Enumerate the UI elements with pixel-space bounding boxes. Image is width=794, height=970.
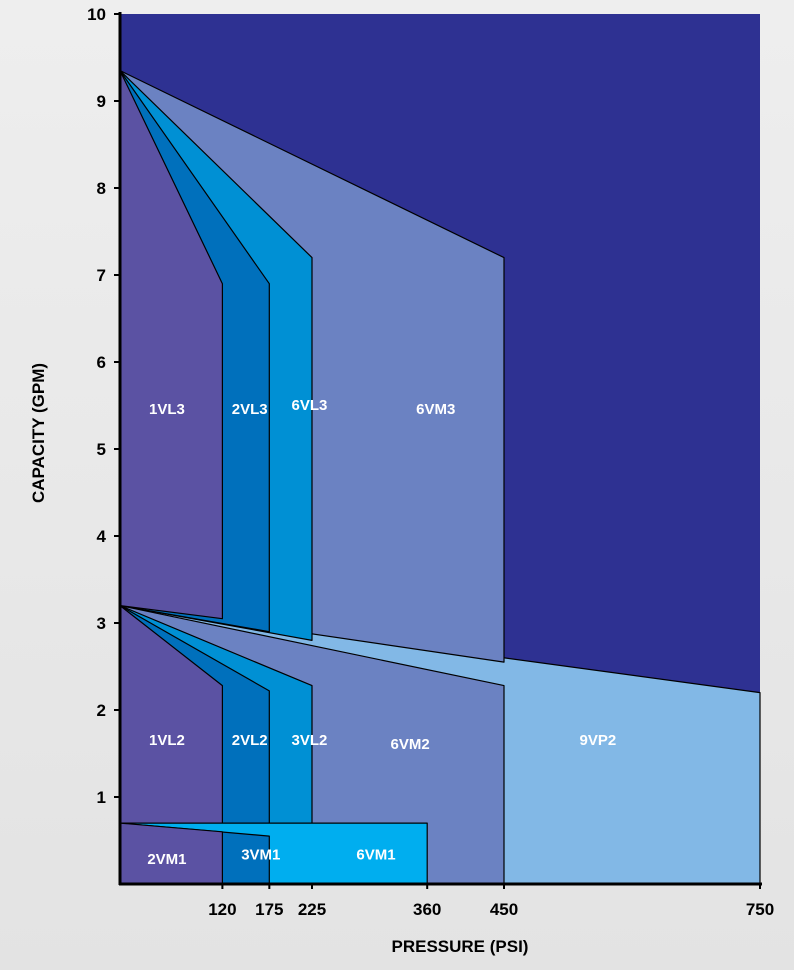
y-tick-label: 9 xyxy=(97,92,106,111)
x-tick-label: 120 xyxy=(208,900,236,919)
x-axis-title: PRESSURE (PSI) xyxy=(392,937,529,956)
y-tick-group: 1 2 3 4 5 6 7 8 9 10 xyxy=(87,5,120,807)
region-label-2vl2: 2VL2 xyxy=(232,732,268,749)
x-tick-label: 450 xyxy=(490,900,518,919)
x-tick-group: 120 175 225 360 450 750 xyxy=(208,884,774,919)
region-label-2vm1: 2VM1 xyxy=(147,851,186,868)
region-label-6vl3: 6VL3 xyxy=(292,397,328,414)
x-tick-label: 175 xyxy=(255,900,283,919)
y-axis-title: CAPACITY (GPM) xyxy=(29,363,48,503)
region-label-1vl2: 1VL2 xyxy=(149,732,185,749)
y-tick-label: 1 xyxy=(97,788,106,807)
region-label-1vl3: 1VL3 xyxy=(149,401,185,418)
x-tick-label: 225 xyxy=(298,900,326,919)
region-label-9vp2: 9VP2 xyxy=(580,732,617,749)
y-tick-label: 8 xyxy=(97,179,106,198)
region-label-6vm3: 6VM3 xyxy=(416,401,455,418)
y-tick-label: 3 xyxy=(97,614,106,633)
y-tick-label: 6 xyxy=(97,353,106,372)
region-label-2vl3: 2VL3 xyxy=(232,401,268,418)
region-label-group: 1VL3 2VL3 6VL3 6VM3 1VL2 2VL2 3VL2 6VM2 9VP2 2VM1… xyxy=(147,397,616,868)
y-tick-label: 2 xyxy=(97,701,106,720)
region-label-3vl2: 3VL2 xyxy=(292,732,328,749)
region-label-6vm2: 6VM2 xyxy=(391,736,430,753)
y-tick-label: 7 xyxy=(97,266,106,285)
x-tick-label: 360 xyxy=(413,900,441,919)
region-label-3vm1: 3VM1 xyxy=(241,847,280,864)
x-tick-label: 750 xyxy=(746,900,774,919)
region-label-6vm1: 6VM1 xyxy=(356,847,395,864)
region-group xyxy=(119,69,761,885)
y-tick-label: 4 xyxy=(97,527,107,546)
y-tick-label: 10 xyxy=(87,5,106,24)
y-tick-label: 5 xyxy=(97,440,106,459)
